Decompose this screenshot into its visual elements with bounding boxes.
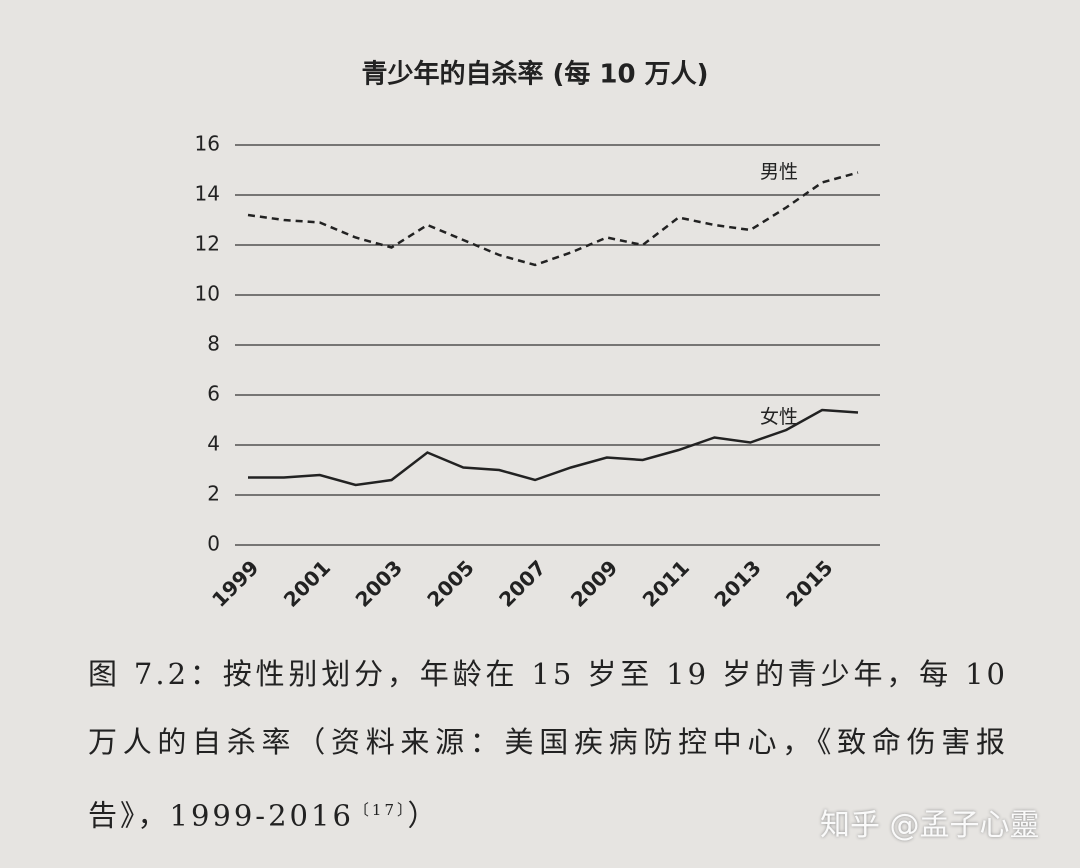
x-tick-label: 2007 xyxy=(494,555,550,611)
x-tick-label: 2015 xyxy=(781,555,837,611)
caption-ref: 〔17〕 xyxy=(353,801,408,819)
series-label: 男性 xyxy=(760,161,798,183)
chart: 青少年的自杀率 (每 10 万人) 0 2 4 6 8 10 12 14 16 1999 2001 2… xyxy=(195,59,880,612)
y-tick-label: 12 xyxy=(195,232,220,256)
y-tick-label: 16 xyxy=(195,132,220,156)
series-line xyxy=(247,171,859,267)
caption-text: 图 7.2：按性别划分，年龄在 15 岁至 19 岁的青少年，每 10 万人的自… xyxy=(88,657,1008,833)
x-tick-label: 2013 xyxy=(709,555,765,611)
caption-end: ） xyxy=(407,798,440,833)
series-label: 女性 xyxy=(760,406,798,428)
x-tick-label: 2005 xyxy=(422,555,478,611)
series-line xyxy=(248,408,859,487)
y-tick-label: 4 xyxy=(207,432,220,456)
chart-title: 青少年的自杀率 (每 10 万人) xyxy=(361,59,708,90)
x-tick-label: 2001 xyxy=(279,555,335,611)
y-tick-label: 10 xyxy=(195,282,220,306)
x-tick-label: 2011 xyxy=(638,555,694,611)
y-tick-label: 14 xyxy=(195,182,220,206)
y-tick-label: 8 xyxy=(207,332,220,356)
caption: 图 7.2：按性别划分，年龄在 15 岁至 19 岁的青少年，每 10 万人的自… xyxy=(88,640,1008,850)
y-tick-label: 0 xyxy=(207,532,220,556)
x-tick-label: 2003 xyxy=(351,555,407,611)
watermark: 知乎 @孟子心靈 xyxy=(820,808,1040,843)
x-tick-label: 2009 xyxy=(566,555,622,611)
y-tick-label: 6 xyxy=(207,382,220,406)
y-tick-label: 2 xyxy=(207,482,220,506)
x-tick-label: 1999 xyxy=(207,555,263,611)
